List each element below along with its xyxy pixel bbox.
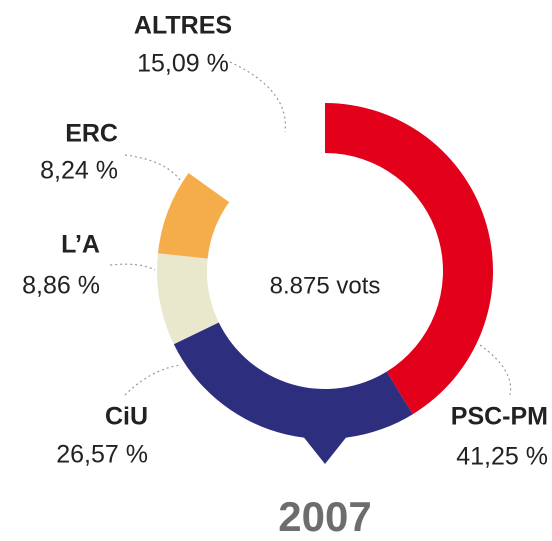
donut-segment xyxy=(157,173,230,259)
center-label: 8.875 vots xyxy=(270,272,381,299)
leader-line xyxy=(124,154,181,181)
donut-segment xyxy=(189,103,325,202)
category-label: L’A xyxy=(61,231,100,259)
leader-line xyxy=(229,61,286,133)
value-label: 8,86 % xyxy=(22,272,100,300)
value-label: 41,25 % xyxy=(456,443,548,471)
donut-segment xyxy=(325,103,493,415)
value-label: 26,57 % xyxy=(56,441,148,469)
donut-segment xyxy=(173,322,413,439)
category-label: ALTRES xyxy=(134,12,232,40)
value-label: 8,24 % xyxy=(40,157,118,185)
category-label: CiU xyxy=(105,403,148,431)
donut-segment xyxy=(157,253,219,345)
leader-line xyxy=(109,263,156,271)
year: 2007 xyxy=(278,493,371,540)
value-label: 15,09 % xyxy=(137,50,229,78)
category-label: ERC xyxy=(65,120,118,148)
leader-line xyxy=(479,344,512,396)
leader-line xyxy=(124,364,181,396)
pointer xyxy=(298,430,352,464)
category-label: PSC-PM xyxy=(451,403,548,431)
